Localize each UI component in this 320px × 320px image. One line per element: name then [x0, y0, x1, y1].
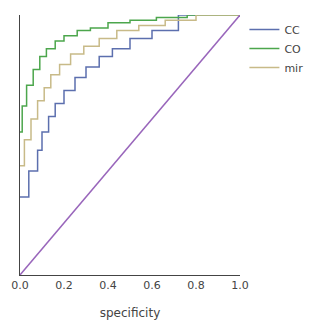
svg-text:mir: mir [284, 62, 303, 75]
svg-text:CO: CO [284, 43, 301, 56]
svg-text:0.8: 0.8 [187, 279, 205, 292]
svg-text:0.6: 0.6 [143, 279, 161, 292]
svg-text:0.2: 0.2 [55, 279, 73, 292]
svg-text:specificity: specificity [100, 306, 160, 320]
svg-text:0.0: 0.0 [11, 279, 29, 292]
svg-text:1.0: 1.0 [231, 279, 249, 292]
svg-text:0.4: 0.4 [99, 279, 117, 292]
svg-text:CC: CC [284, 24, 300, 37]
